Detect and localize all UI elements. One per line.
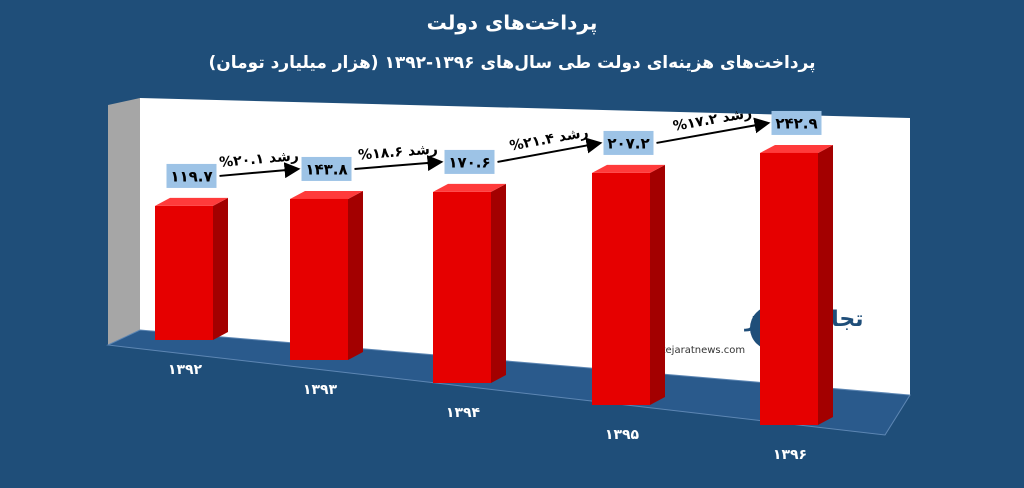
bar-side: [491, 183, 506, 383]
value-label: ۲۰۷.۲: [607, 134, 649, 152]
value-label-box: [771, 110, 822, 135]
growth-arrow: [656, 117, 771, 144]
bar-top: [592, 164, 665, 173]
value-label-box: [444, 149, 495, 174]
bar: [433, 191, 491, 383]
bar-top: [433, 183, 506, 192]
growth-arrow: [354, 155, 444, 172]
growth-annotation: رشد ۲۰.۱%: [219, 148, 300, 171]
bar-side: [348, 190, 363, 360]
growth-arrow: [219, 162, 301, 179]
bar-side: [213, 197, 228, 340]
x-tick-label: ۱۳۹۴: [446, 405, 481, 421]
value-label: ۱۴۳.۸: [305, 160, 347, 178]
value-label: ۱۷۰.۶: [448, 153, 490, 171]
chart-subtitle: پرداخت‌های هزینه‌ای دولت طی سال‌های ۱۳۹۶…: [208, 53, 815, 73]
x-tick-label: ۱۳۹۶: [773, 447, 807, 463]
value-label: ۱۱۹.۷: [170, 167, 212, 185]
bar: [155, 205, 213, 340]
value-label-box: [603, 130, 654, 155]
value-label-box: [301, 156, 352, 181]
bar-side: [818, 144, 833, 425]
side-wall: [108, 98, 140, 345]
value-label: ۲۴۲.۹: [775, 114, 817, 132]
bar: [760, 152, 818, 425]
x-tick-label: ۱۳۹۲: [168, 362, 203, 378]
watermark-url: www.tejaratnews.com: [635, 345, 745, 356]
bar-top: [760, 144, 833, 153]
growth-annotation: رشد ۱۸.۶%: [358, 141, 439, 163]
bar: [592, 172, 650, 405]
growth-arrow: [497, 137, 603, 163]
x-tick-label: ۱۳۹۵: [605, 427, 640, 443]
x-tick-label: ۱۳۹۳: [303, 382, 338, 398]
value-label-box: [166, 163, 217, 188]
bar-side: [650, 164, 665, 405]
bar-top: [290, 190, 363, 199]
chart-title: پرداخت‌های دولت: [427, 11, 598, 36]
bar-top: [155, 197, 228, 206]
bar: [290, 198, 348, 360]
